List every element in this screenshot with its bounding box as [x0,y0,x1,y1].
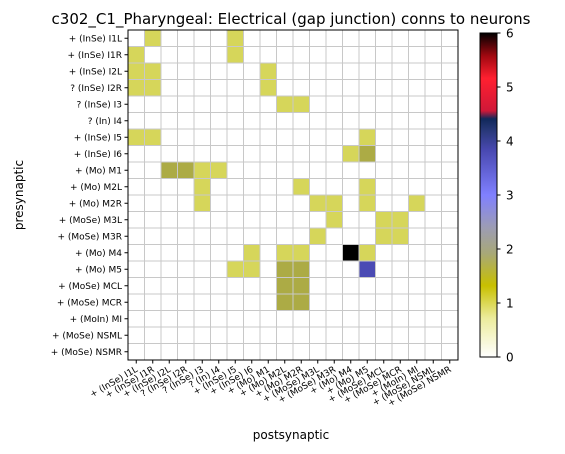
heatmap-cell [144,30,161,47]
y-tick-label: + (Mo) M1 [75,166,122,176]
colorbar [480,33,497,357]
heatmap-cell [194,162,211,179]
heatmap-cell [326,195,343,212]
colorbar-tick-label: 0 [506,350,514,364]
heatmap-cell [309,195,326,212]
x-axis-label: postsynaptic [253,428,329,442]
heatmap-cell [260,79,277,96]
heatmap-cell [359,145,376,162]
heatmap-cell [342,145,359,162]
heatmap-cell [227,261,244,278]
y-tick-label: + (MoSe) NSMR [51,348,122,358]
heatmap-cell [194,178,211,195]
heatmap-cell [276,261,293,278]
plot-frame [127,29,459,361]
y-tick-label: + (Mo) M5 [75,265,122,275]
x-tick-labels: + (InSe) I1L+ (InSe) I1R+ (InSe) I2L? (I… [89,360,453,409]
y-axis-label: presynaptic [12,160,26,230]
y-tick-label: + (Mo) M4 [75,249,122,259]
heatmap-cell [392,228,409,245]
heatmap-cell [128,46,145,63]
heatmap-cell [293,294,310,311]
heatmap-cell [375,211,392,228]
heatmap-cell [293,244,310,261]
heatmap-cell [293,261,310,278]
heatmap-grid [128,30,458,360]
y-tick-label: + (InSe) I1R [67,51,122,61]
heatmap-cell [359,178,376,195]
colorbar-tick-label: 2 [506,242,514,256]
colorbar-tick-label: 3 [506,188,514,202]
heatmap-cell [359,129,376,146]
heatmap-cell [293,178,310,195]
y-tick-label: + (MoIn) MI [70,315,122,325]
colorbar-tick-label: 4 [506,134,514,148]
heatmap-cell [293,96,310,113]
heatmap-cell [243,261,260,278]
heatmap-cell [144,79,161,96]
heatmap-cell [210,162,227,179]
chart-title: c302_C1_Pharyngeal: Electrical (gap junc… [52,10,531,29]
heatmap-cells [128,30,425,311]
y-tick-label: + (Mo) M2R [69,199,122,209]
heatmap-cell [177,162,194,179]
y-tick-label: + (MoSe) M3L [59,216,122,226]
heatmap-cell [408,195,425,212]
heatmap-cell [276,294,293,311]
y-tick-label: + (MoSe) NSML [52,331,122,341]
heatmap-cell [194,195,211,212]
y-tick-label: + (MoSe) MCR [57,298,122,308]
heatmap-cell [260,63,277,80]
y-tick-label: + (Mo) M2L [70,183,122,193]
y-tick-label: ? (InSe) I2R [70,84,122,94]
heatmap-cell [359,195,376,212]
colorbar-tick-label: 1 [506,296,514,310]
y-tick-label: + (InSe) I1L [69,34,122,44]
heatmap-cell [276,244,293,261]
heatmap-cell [128,79,145,96]
heatmap-cell [243,244,260,261]
colorbar-ticks: 0 1 2 3 4 5 6 [497,26,514,364]
y-tick-label: + (MoSe) MCL [58,282,122,292]
y-tick-label: ? (InSe) I3 [76,100,122,110]
heatmap-cell [293,277,310,294]
y-tick-label: ? (In) I4 [88,117,123,127]
heatmap-cell [359,261,376,278]
y-tick-label: + (InSe) I6 [74,150,123,160]
colorbar-tick-label: 5 [506,80,514,94]
heatmap-cell [128,129,145,146]
heatmap-cell [276,277,293,294]
heatmap-cell [276,96,293,113]
heatmap-cell [227,30,244,47]
heatmap-cell [326,211,343,228]
y-tick-label: + (MoSe) M3R [57,232,122,242]
heatmap-cell [161,162,178,179]
heatmap-cell [144,63,161,80]
heatmap-cell [128,63,145,80]
heatmap-cell [309,228,326,245]
y-tick-label: + (InSe) I5 [74,133,122,143]
heatmap-cell [359,244,376,261]
heatmap-cell [227,46,244,63]
heatmap-cell [342,244,359,261]
y-tick-label: + (InSe) I2L [69,67,122,77]
heatmap-cell [144,129,161,146]
heatmap-cell [375,228,392,245]
heatmap-cell [392,211,409,228]
y-tick-labels: + (InSe) I1L + (InSe) I1R + (InSe) I2L ? (I… [51,34,128,358]
colorbar-tick-label: 6 [506,26,514,40]
